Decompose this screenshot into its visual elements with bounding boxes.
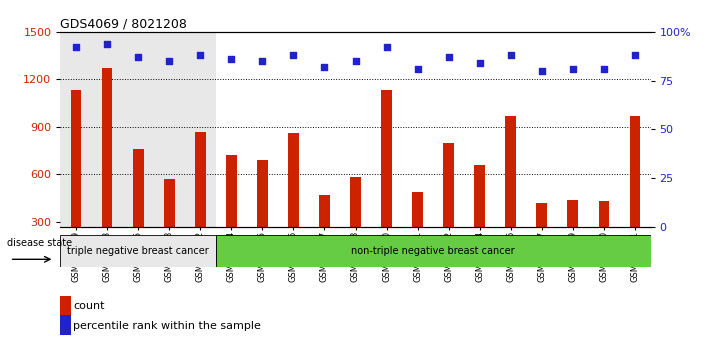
Bar <box>557 32 589 227</box>
Point <box>225 56 237 62</box>
FancyBboxPatch shape <box>60 235 215 267</box>
Bar <box>599 201 609 269</box>
Bar <box>215 32 247 227</box>
Bar <box>60 32 92 227</box>
Point <box>257 58 268 64</box>
Text: triple negative breast cancer: triple negative breast cancer <box>68 246 209 256</box>
Bar <box>371 32 402 227</box>
Bar <box>381 90 392 269</box>
Point <box>195 52 206 58</box>
Point <box>132 55 144 60</box>
Text: non-triple negative breast cancer: non-triple negative breast cancer <box>351 246 515 256</box>
Text: count: count <box>73 301 105 311</box>
Bar <box>589 32 619 227</box>
Bar <box>350 177 361 269</box>
Bar <box>257 160 268 269</box>
Point <box>102 41 113 46</box>
Bar <box>319 195 330 269</box>
Bar <box>195 132 205 269</box>
FancyBboxPatch shape <box>215 235 651 267</box>
Point <box>505 52 516 58</box>
Bar <box>506 116 516 269</box>
Point <box>567 66 579 72</box>
Bar <box>402 32 433 227</box>
Bar <box>133 149 144 269</box>
Point <box>70 45 82 50</box>
Bar <box>496 32 526 227</box>
Bar <box>154 32 185 227</box>
Bar <box>433 32 464 227</box>
Bar <box>619 32 651 227</box>
Bar <box>412 192 423 269</box>
Point <box>319 64 330 70</box>
Point <box>598 66 609 72</box>
Bar <box>122 32 154 227</box>
Bar <box>278 32 309 227</box>
Bar <box>443 143 454 269</box>
Bar <box>102 68 112 269</box>
Bar <box>288 133 299 269</box>
Bar <box>567 200 578 269</box>
Point <box>443 55 454 60</box>
Bar <box>340 32 371 227</box>
Bar <box>464 32 496 227</box>
Bar <box>164 179 175 269</box>
Point <box>164 58 175 64</box>
Bar <box>185 32 215 227</box>
Text: disease state: disease state <box>7 238 73 249</box>
Bar <box>92 32 122 227</box>
Bar <box>630 116 641 269</box>
Bar <box>536 203 547 269</box>
Bar <box>226 155 237 269</box>
Text: GDS4069 / 8021208: GDS4069 / 8021208 <box>60 18 187 31</box>
Point <box>536 68 547 74</box>
Point <box>350 58 361 64</box>
Text: percentile rank within the sample: percentile rank within the sample <box>73 321 261 331</box>
Point <box>412 66 423 72</box>
Point <box>381 45 392 50</box>
Bar <box>526 32 557 227</box>
Bar <box>309 32 340 227</box>
Bar <box>70 90 81 269</box>
Point <box>288 52 299 58</box>
Bar <box>474 165 485 269</box>
Bar <box>247 32 278 227</box>
Point <box>474 60 486 66</box>
Point <box>629 52 641 58</box>
